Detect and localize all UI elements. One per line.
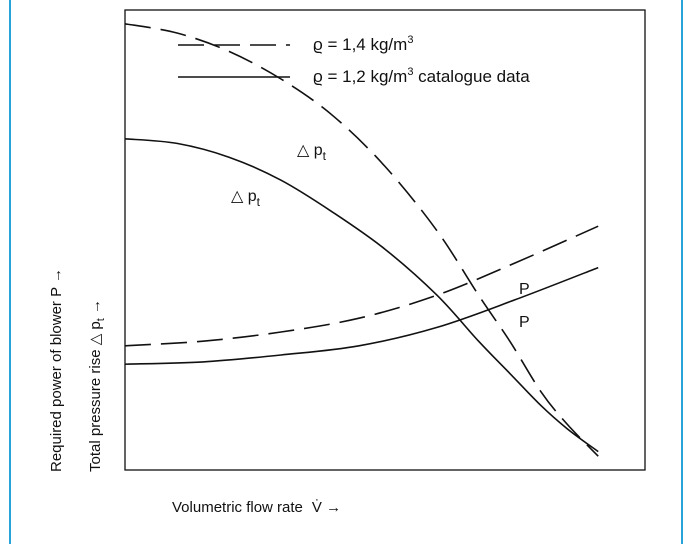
y-axis-label-power: Required power of blower P → [48,268,65,472]
y-axis-label-pressure-arrow: → [87,299,104,318]
curve-label-dp-rho14: △ pt [297,142,327,163]
legend-value: = 1,2 kg/m [323,67,408,86]
legend-extra-text: catalogue data [413,67,530,86]
curve-label-p-rho14: P [519,281,530,298]
legend-superscript: 3 [407,66,413,78]
x-axis-label-symbol: V̇ → [312,499,341,516]
x-axis-label: Volumetric flow rate V̇ → [172,499,341,516]
series-line-p-rho12 [124,266,599,365]
y-axis-label-pressure-subscript: t [95,318,107,321]
legend-entry-dashed: ϱ = 1,4 kg/m3 [313,34,413,54]
plot-area [124,9,646,471]
legend-rho-symbol: ϱ [313,35,323,54]
series-line-dp-rho14 [124,23,599,457]
series-line-dp-rho12 [124,138,599,453]
y-axis-label-pressure-main: Total pressure rise △ p [87,321,104,472]
curve-label-text: △ p [297,142,323,159]
curve-label-p-rho12: P [519,314,530,331]
legend: ϱ = 1,4 kg/m3 ϱ = 1,2 kg/m3 catalogue da… [178,34,530,86]
frame-right-border [681,0,683,544]
x-axis-label-text: Volumetric flow rate [172,499,303,516]
curve-label-text: △ p [231,188,257,205]
legend-rho-symbol: ϱ [313,67,323,86]
curve-label-dp-rho12: △ pt [231,188,261,209]
curve-label-subscript: t [323,149,327,163]
series-layer [124,23,599,457]
curve-label-subscript: t [257,195,261,209]
frame-left-border [9,0,11,544]
legend-entry-solid: ϱ = 1,2 kg/m3 catalogue data [313,66,530,86]
series-line-p-rho14 [124,225,599,347]
legend-superscript: 3 [407,34,413,46]
legend-value: = 1,4 kg/m [323,35,408,54]
y-axis-label-pressure: Total pressure rise △ pt → [87,299,107,472]
